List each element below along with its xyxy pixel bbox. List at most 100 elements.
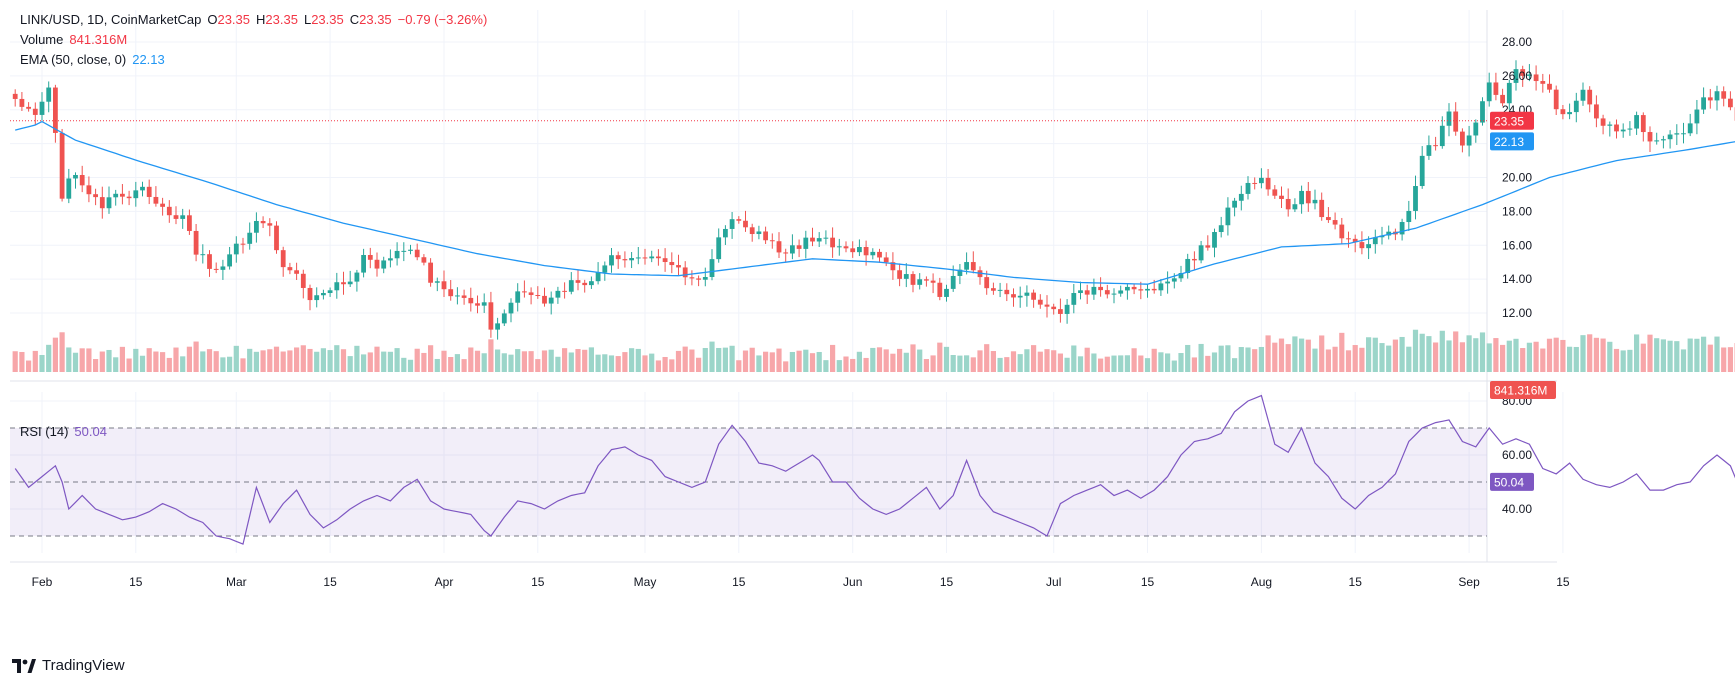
candle-body-up [957, 269, 963, 276]
volume-bar [1721, 347, 1727, 372]
candle-body-up [1580, 89, 1586, 101]
candle-body-up [870, 251, 876, 256]
volume-bar [1238, 347, 1244, 372]
candle-body-up [1091, 286, 1097, 295]
volume-bar [950, 354, 956, 372]
volume-bar [903, 352, 909, 372]
candle-body-down [582, 282, 588, 286]
volume-bar [890, 353, 896, 372]
volume-bar [742, 350, 749, 372]
candle-body-up [964, 262, 969, 270]
volume-bar [300, 345, 306, 372]
candle-body-up [702, 277, 708, 280]
candle-body-up [649, 256, 655, 259]
last-price-badge-bg [1490, 111, 1534, 130]
price-tick-label: 28.00 [1502, 35, 1532, 49]
volume-bar [970, 357, 976, 372]
volume-bar [173, 347, 179, 372]
volume-bar [1473, 338, 1479, 372]
volume-bar [689, 349, 695, 372]
volume-bar [930, 355, 936, 372]
candle-body-down [1205, 245, 1211, 248]
volume-bar [153, 351, 159, 372]
volume-bar [1098, 358, 1104, 372]
candle-body-up [555, 290, 561, 298]
volume-bar [1627, 349, 1633, 372]
volume-bar [615, 356, 621, 372]
candle-body-up [1426, 145, 1432, 156]
time-tick-label: Jun [843, 575, 862, 589]
volume-bar [1205, 355, 1211, 372]
candle-body-down [843, 246, 849, 249]
volume-bar [1359, 347, 1365, 372]
volume-bar [1010, 351, 1017, 372]
candle-body-down [367, 254, 373, 260]
high-label: H [256, 12, 266, 27]
candle-body-down [1252, 182, 1258, 184]
volume-bar [320, 348, 326, 372]
volume-bar [722, 347, 728, 372]
candles [12, 60, 1735, 340]
volume-bar [816, 351, 822, 372]
volume-bar [260, 350, 266, 372]
volume-bar [1580, 335, 1586, 372]
candle-body-down [1359, 242, 1365, 249]
candle-body-up [1439, 125, 1445, 147]
volume-bar [709, 341, 715, 372]
volume-bar [1339, 332, 1345, 372]
volume-bar [1660, 339, 1666, 372]
volume-bar [39, 354, 45, 372]
volume-bar [1412, 329, 1419, 372]
candle-body-up [247, 232, 253, 244]
candle-body-up [481, 302, 487, 306]
candle-body-up [1667, 134, 1673, 140]
candle-body-up [1573, 100, 1579, 113]
volume-bar [1433, 342, 1439, 372]
candle-body-up [1399, 222, 1405, 235]
candle-body-up [140, 186, 145, 191]
volume-bar [72, 352, 79, 372]
candle-body-up [1527, 74, 1532, 76]
candle-body-down [910, 274, 916, 285]
volume-bar [548, 349, 554, 372]
candle-body-up [401, 250, 407, 252]
candle-body-down [676, 265, 681, 268]
tradingview-logo[interactable]: TradingView [12, 657, 125, 674]
last-price-badge-text: 23.35 [1494, 114, 1524, 128]
volume-bar [220, 357, 226, 372]
time-tick-label: Feb [32, 575, 53, 589]
candle-body-up [381, 260, 387, 269]
candle-body-down [79, 175, 85, 186]
candle-body-down [1104, 290, 1110, 295]
candle-body-down [542, 295, 547, 304]
candle-body-down [1614, 124, 1619, 132]
volume-bar [421, 352, 427, 372]
candle-body-up [1486, 82, 1492, 102]
volume-bar [555, 356, 561, 372]
volume-bar [1386, 345, 1392, 372]
candle-body-down [1493, 82, 1499, 95]
volume-bar [1567, 346, 1573, 372]
candle-body-down [32, 108, 38, 115]
time-tick-label: 15 [732, 575, 746, 589]
volume-bar [1426, 336, 1432, 372]
candle-body-down [924, 279, 929, 281]
volume-bar [1654, 338, 1660, 372]
candle-body-up [1506, 82, 1512, 104]
candle-body-down [300, 273, 306, 288]
volume-bar [622, 352, 628, 372]
volume-bar [1640, 343, 1646, 372]
open-value: 23.35 [217, 12, 251, 27]
candle-body-up [1125, 286, 1130, 291]
volume-bar [434, 358, 440, 372]
candle-body-down [414, 249, 420, 258]
candle-body-up [1480, 101, 1485, 123]
volume-bar [937, 342, 943, 372]
volume-bar [535, 359, 541, 372]
candle-body-up [1238, 193, 1244, 201]
candle-body-up [388, 258, 393, 261]
candle-body-down [984, 277, 990, 289]
volume-bar [240, 358, 246, 372]
candle-body-up [334, 282, 340, 291]
